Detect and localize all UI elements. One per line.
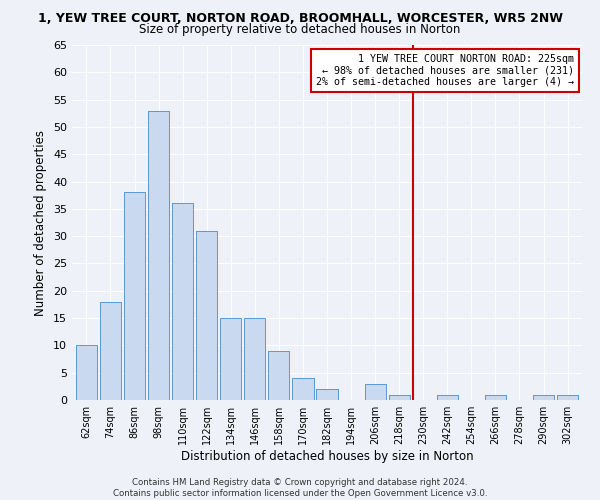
Bar xyxy=(148,110,169,400)
Y-axis label: Number of detached properties: Number of detached properties xyxy=(34,130,47,316)
Bar xyxy=(316,389,338,400)
Bar xyxy=(437,394,458,400)
Bar xyxy=(124,192,145,400)
Bar xyxy=(389,394,410,400)
Text: 1 YEW TREE COURT NORTON ROAD: 225sqm
← 98% of detached houses are smaller (231)
: 1 YEW TREE COURT NORTON ROAD: 225sqm ← 9… xyxy=(316,54,574,87)
Bar xyxy=(485,394,506,400)
Bar xyxy=(244,318,265,400)
Bar xyxy=(244,318,265,400)
Text: Contains HM Land Registry data © Crown copyright and database right 2024.
Contai: Contains HM Land Registry data © Crown c… xyxy=(113,478,487,498)
Bar xyxy=(485,394,506,400)
Bar xyxy=(268,351,289,400)
Bar xyxy=(437,394,458,400)
Bar xyxy=(268,351,289,400)
Bar xyxy=(316,389,338,400)
Bar xyxy=(365,384,386,400)
Bar xyxy=(292,378,314,400)
Bar xyxy=(124,192,145,400)
Bar xyxy=(557,394,578,400)
Bar xyxy=(196,230,217,400)
Text: Size of property relative to detached houses in Norton: Size of property relative to detached ho… xyxy=(139,22,461,36)
Bar xyxy=(365,384,386,400)
Bar xyxy=(148,110,169,400)
Bar xyxy=(220,318,241,400)
Bar xyxy=(172,204,193,400)
Bar xyxy=(557,394,578,400)
Bar xyxy=(76,346,97,400)
Text: 1, YEW TREE COURT, NORTON ROAD, BROOMHALL, WORCESTER, WR5 2NW: 1, YEW TREE COURT, NORTON ROAD, BROOMHAL… xyxy=(37,12,563,26)
Bar xyxy=(292,378,314,400)
Bar xyxy=(533,394,554,400)
Bar xyxy=(533,394,554,400)
Bar xyxy=(100,302,121,400)
Bar xyxy=(100,302,121,400)
Bar xyxy=(196,230,217,400)
X-axis label: Distribution of detached houses by size in Norton: Distribution of detached houses by size … xyxy=(181,450,473,463)
Bar xyxy=(389,394,410,400)
Bar xyxy=(220,318,241,400)
Bar xyxy=(172,204,193,400)
Bar xyxy=(76,346,97,400)
